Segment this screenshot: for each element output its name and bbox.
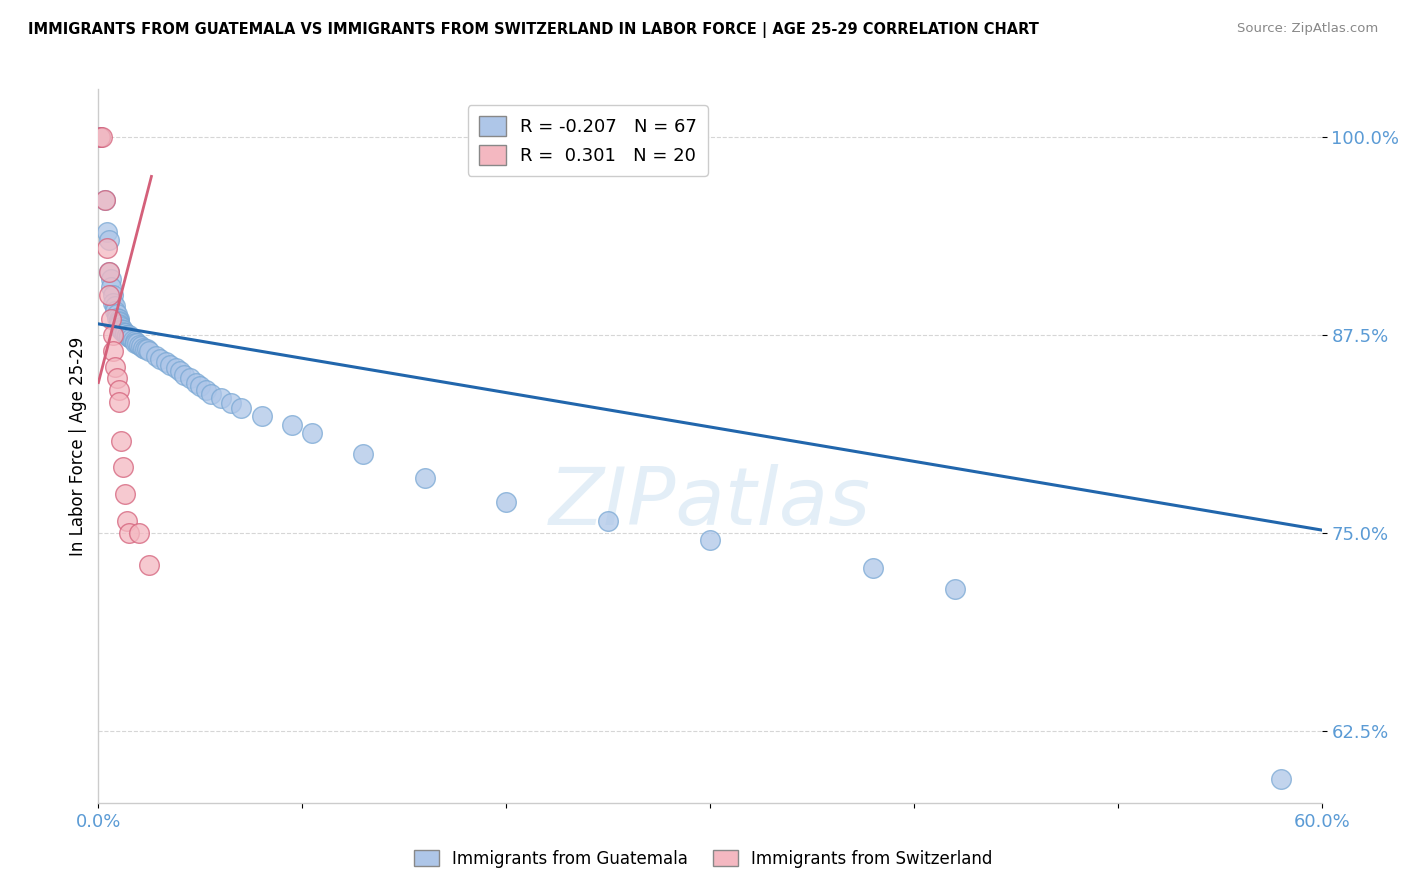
Point [96,241,118,255]
Point [128,337,150,351]
Point [124,334,146,349]
Text: ZIPatlas: ZIPatlas [548,464,872,542]
Point [89,129,111,144]
Point [209,392,232,406]
Text: IMMIGRANTS FROM GUATEMALA VS IMMIGRANTS FROM SWITZERLAND IN LABOR FORCE | AGE 25: IMMIGRANTS FROM GUATEMALA VS IMMIGRANTS … [28,22,1039,38]
Legend: Immigrants from Guatemala, Immigrants from Switzerland: Immigrants from Guatemala, Immigrants fr… [406,844,1000,875]
Point [132,341,155,355]
Point [111,459,134,474]
Point [699,533,721,547]
Point [114,486,136,500]
Point [219,396,242,410]
Point [100,280,122,294]
Point [149,351,172,366]
Point [115,328,138,343]
Point [108,384,131,398]
Point [110,321,132,335]
Point [1270,772,1292,786]
Point [110,323,132,337]
Point [101,288,124,302]
Point [100,312,122,326]
Point [101,343,124,358]
Y-axis label: In Labor Force | Age 25-29: In Labor Force | Age 25-29 [69,336,87,556]
Point [231,401,253,415]
Point [136,343,159,357]
Point [138,558,160,572]
Point [108,317,131,331]
Point [301,426,323,441]
Point [104,300,127,314]
Point [129,339,152,353]
Point [281,418,304,433]
Point [115,328,138,343]
Point [124,335,146,350]
Point [115,514,138,528]
Point [169,364,191,378]
Point [105,371,128,385]
Point [108,315,131,329]
Point [598,514,620,528]
Point [250,409,273,423]
Point [104,359,127,374]
Point [97,264,120,278]
Point [108,318,131,333]
Point [101,328,124,343]
Point [118,329,141,343]
Point [108,312,131,326]
Point [114,326,136,341]
Point [111,323,134,337]
Point [165,361,187,376]
Point [97,233,120,247]
Point [413,471,436,485]
Point [114,326,136,341]
Point [127,335,149,350]
Point [100,272,122,286]
Point [108,394,131,409]
Point [862,561,884,575]
Legend: R = -0.207   N = 67, R =  0.301   N = 20: R = -0.207 N = 67, R = 0.301 N = 20 [468,105,707,176]
Point [200,386,222,401]
Text: Source: ZipAtlas.com: Source: ZipAtlas.com [1237,22,1378,36]
Point [943,582,966,596]
Point [186,376,208,390]
Point [122,333,145,347]
Point [108,314,131,328]
Point [104,304,127,318]
Point [96,225,118,239]
Point [352,447,374,461]
Point [128,526,150,541]
Point [105,310,128,325]
Point [89,129,111,144]
Point [495,494,517,508]
Point [118,328,141,343]
Point [93,193,115,207]
Point [97,264,120,278]
Point [93,193,115,207]
Point [195,384,218,398]
Point [105,307,128,321]
Point [138,343,160,358]
Point [118,329,141,343]
Point [110,320,132,334]
Point [188,378,212,392]
Point [110,434,132,449]
Point [159,358,181,372]
Point [91,129,114,144]
Point [101,296,124,310]
Point [134,343,156,357]
Point [145,349,167,363]
Point [120,331,142,345]
Point [155,355,177,369]
Point [179,371,201,385]
Point [111,325,134,339]
Point [173,368,195,382]
Point [118,526,141,541]
Point [97,288,120,302]
